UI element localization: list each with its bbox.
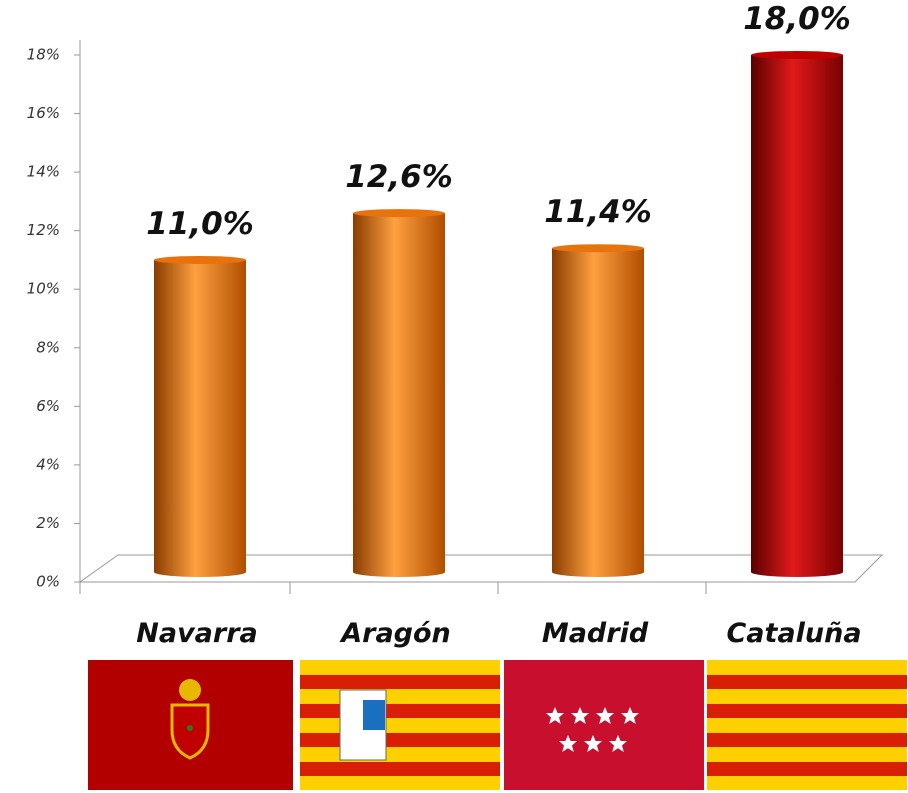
bar-top: [552, 244, 644, 253]
flag-navarra: [88, 660, 293, 790]
floor: [78, 40, 884, 594]
flag-aragon: [300, 660, 500, 790]
value-label: 12,6%: [345, 159, 453, 195]
value-label: 18,0%: [743, 1, 851, 37]
flag-cataluna: [707, 660, 907, 790]
x-tick-label: Aragón: [339, 618, 451, 649]
y-tick-label: 14%: [27, 163, 60, 181]
y-tick-label: 8%: [36, 338, 60, 356]
bar: [751, 55, 843, 577]
flags: [88, 660, 907, 790]
bar-top: [751, 51, 843, 59]
value-label: 11,0%: [146, 206, 254, 242]
bar: [154, 259, 246, 577]
y-tick-label: 0%: [36, 573, 60, 591]
bar-top: [353, 209, 445, 218]
x-tick-label: Madrid: [542, 618, 649, 649]
bar: [552, 248, 644, 577]
y-tick-label: 16%: [27, 104, 60, 122]
y-tick-label: 4%: [36, 455, 60, 473]
bar: [353, 213, 445, 577]
y-tick-label: 6%: [36, 397, 60, 415]
y-tick-label: 2%: [36, 514, 60, 532]
x-tick-label: Cataluña: [726, 618, 861, 649]
flag-madrid: [504, 660, 704, 790]
y-tick-label: 10%: [27, 280, 60, 298]
y-tick-label: 12%: [27, 221, 60, 239]
y-tick-label: 18%: [27, 46, 60, 64]
value-label: 11,4%: [544, 194, 652, 230]
bar-top: [154, 255, 246, 264]
x-tick-label: Navarra: [136, 618, 258, 649]
